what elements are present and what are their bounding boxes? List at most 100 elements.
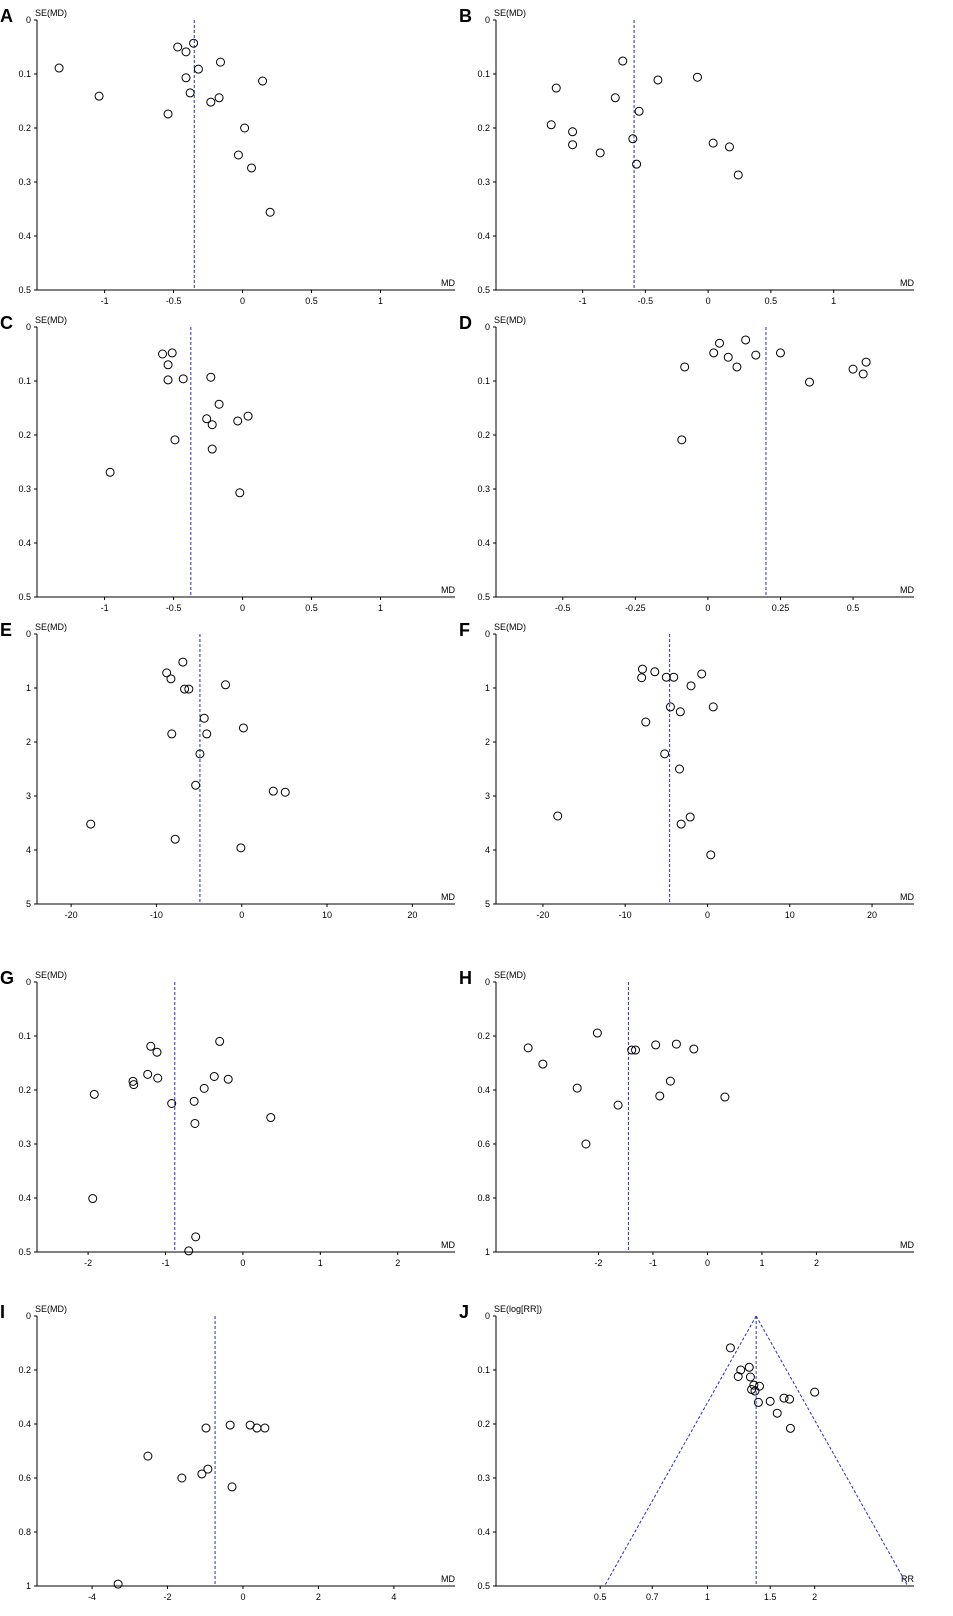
study-point <box>189 1096 199 1106</box>
x-tick-label: 2 <box>316 1592 321 1602</box>
study-point <box>215 57 225 67</box>
x-tick-label: 20 <box>867 910 877 920</box>
y-tick-label: 0.3 <box>18 177 31 187</box>
x-tick-label: 0 <box>240 1592 245 1602</box>
x-tick-label: 1 <box>759 1258 764 1268</box>
study-point <box>732 362 742 372</box>
study-point <box>181 47 191 57</box>
y-tick-label: 0.1 <box>18 1031 31 1041</box>
study-point <box>199 1083 209 1093</box>
y-tick-label: 0 <box>485 1311 490 1321</box>
y-tick-label: 0.4 <box>18 1193 31 1203</box>
y-tick-label: 1 <box>26 1581 31 1591</box>
study-point <box>266 1113 276 1123</box>
y-tick-label: 0.5 <box>18 285 31 295</box>
study-point <box>177 1473 187 1483</box>
study-point <box>628 134 638 144</box>
y-tick-label: 0.1 <box>477 376 490 386</box>
x-tick-label: -10 <box>619 910 632 920</box>
y-axis-label: SE(log[RR]) <box>494 1304 542 1314</box>
y-axis-label: SE(MD) <box>35 8 67 18</box>
x-tick-label: 1 <box>378 296 383 306</box>
y-tick-label: 1 <box>26 683 31 693</box>
study-point <box>805 377 814 387</box>
study-point <box>146 1041 156 1051</box>
x-tick-label: 20 <box>407 910 417 920</box>
panel-label: G <box>0 968 14 988</box>
y-axis-label: SE(MD) <box>35 315 67 325</box>
study-point <box>178 657 188 667</box>
x-tick-label: -0.5 <box>638 296 654 306</box>
x-tick-label: 2 <box>395 1258 400 1268</box>
x-axis-label: MD <box>900 278 914 288</box>
y-tick-label: 0.1 <box>477 69 490 79</box>
study-point <box>203 1464 213 1474</box>
study-point <box>89 1089 99 1099</box>
panel-label: H <box>459 968 472 988</box>
study-point <box>745 1372 755 1382</box>
y-tick-label: 0.2 <box>18 430 31 440</box>
x-tick-label: 0 <box>240 603 245 613</box>
study-point <box>779 1393 789 1403</box>
x-tick-label: -20 <box>65 910 78 920</box>
y-tick-label: 0.2 <box>477 1031 490 1041</box>
study-point <box>553 811 563 821</box>
study-point <box>163 109 173 119</box>
x-tick-label: -0.25 <box>625 603 646 613</box>
x-axis-label: MD <box>900 892 914 902</box>
study-point <box>206 97 216 107</box>
study-point <box>199 713 209 723</box>
study-point <box>143 1451 153 1461</box>
x-tick-label: 0.5 <box>847 603 860 613</box>
study-point <box>680 362 690 372</box>
x-axis-label: MD <box>900 585 914 595</box>
study-point <box>661 672 671 682</box>
study-point <box>247 163 257 173</box>
study-point <box>751 350 761 360</box>
funnel-line <box>604 1315 757 1587</box>
y-tick-label: 0.2 <box>18 1365 31 1375</box>
study-point <box>167 1099 177 1108</box>
study-point <box>551 83 561 93</box>
y-tick-label: 0.3 <box>477 1473 490 1483</box>
study-point <box>709 348 719 358</box>
x-tick-label: 0.5 <box>305 296 318 306</box>
panel-label: I <box>0 1302 5 1322</box>
x-tick-label: -20 <box>536 910 549 920</box>
study-point <box>750 1386 760 1396</box>
y-tick-label: 2 <box>26 737 31 747</box>
study-point <box>775 348 785 358</box>
study-point <box>189 38 199 48</box>
x-axis-label: MD <box>441 1240 455 1250</box>
y-tick-label: 0.2 <box>18 123 31 133</box>
study-point <box>260 1423 270 1433</box>
study-point <box>618 56 628 66</box>
study-point <box>180 684 190 694</box>
study-point <box>86 819 96 829</box>
study-point <box>207 420 217 430</box>
y-tick-label: 1 <box>485 1247 490 1257</box>
y-tick-label: 0.5 <box>18 1247 31 1257</box>
study-point <box>191 780 201 790</box>
study-point <box>568 140 578 150</box>
panel-label: F <box>459 620 470 640</box>
study-point <box>725 1343 735 1353</box>
study-point <box>166 674 176 684</box>
funnel-line <box>755 1315 909 1587</box>
y-tick-label: 0.4 <box>18 1419 31 1429</box>
study-point <box>105 467 115 477</box>
study-point <box>733 170 743 180</box>
y-tick-label: 3 <box>26 791 31 801</box>
study-point <box>181 73 191 83</box>
study-point <box>665 702 675 712</box>
study-point <box>765 1396 775 1406</box>
study-point <box>240 123 250 133</box>
y-tick-label: 0.4 <box>477 538 490 548</box>
study-point <box>178 374 188 384</box>
y-tick-label: 0.1 <box>18 69 31 79</box>
y-tick-label: 0.8 <box>18 1527 31 1537</box>
y-tick-label: 0.2 <box>18 1085 31 1095</box>
study-point <box>280 787 290 797</box>
y-axis-label: SE(MD) <box>35 622 67 632</box>
